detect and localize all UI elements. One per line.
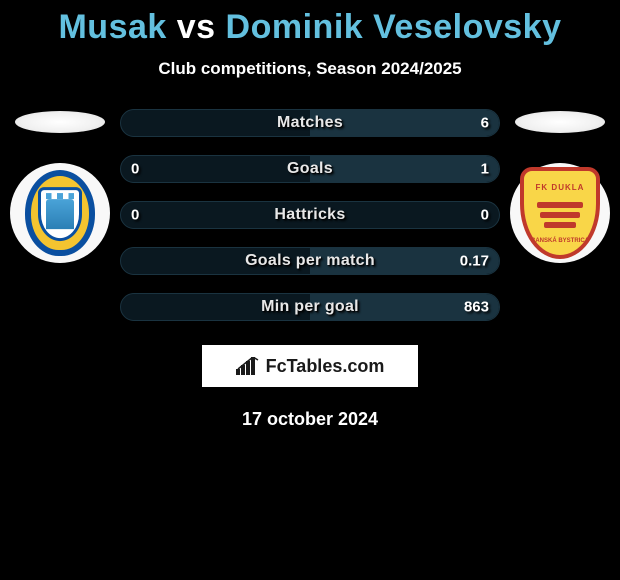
right-column: FK DUKLA BANSKÁ BYSTRICA bbox=[510, 109, 610, 263]
main-row: Matches 6 Goals 0 1 Hattricks 0 0 Goals per matc… bbox=[0, 109, 620, 321]
brand-box: FcTables.com bbox=[202, 345, 418, 387]
page-title: Musak vs Dominik Veselovsky bbox=[0, 8, 620, 47]
stat-value-left: 0 bbox=[131, 207, 139, 224]
vs-label: vs bbox=[177, 8, 216, 46]
player2-club-badge: FK DUKLA BANSKÁ BYSTRICA bbox=[510, 163, 610, 263]
left-column bbox=[10, 109, 110, 263]
stat-value-right: 0 bbox=[481, 207, 489, 224]
stat-row: Hattricks 0 0 bbox=[120, 201, 500, 229]
player1-club-badge bbox=[10, 163, 110, 263]
subtitle: Club competitions, Season 2024/2025 bbox=[0, 59, 620, 79]
stat-value-left: 0 bbox=[131, 161, 139, 178]
player1-name: Musak bbox=[58, 8, 166, 46]
date-line: 17 october 2024 bbox=[0, 409, 620, 430]
stat-row: Goals 0 1 bbox=[120, 155, 500, 183]
stat-label: Matches bbox=[277, 114, 343, 132]
comparison-card: Musak vs Dominik Veselovsky Club competi… bbox=[0, 0, 620, 430]
stat-label: Hattricks bbox=[274, 206, 345, 224]
mfk-zemplin-crest-icon bbox=[25, 170, 95, 256]
stat-label: Goals per match bbox=[245, 252, 375, 270]
stats-column: Matches 6 Goals 0 1 Hattricks 0 0 Goals per matc… bbox=[120, 109, 500, 321]
stat-fill-right bbox=[310, 156, 499, 182]
stat-label: Goals bbox=[287, 160, 333, 178]
player2-name: Dominik Veselovsky bbox=[226, 8, 562, 46]
stat-value-right: 1 bbox=[481, 161, 489, 178]
stat-value-right: 863 bbox=[464, 299, 489, 316]
stat-value-right: 0.17 bbox=[460, 253, 489, 270]
player1-marker-ellipse bbox=[15, 111, 105, 133]
stat-row: Matches 6 bbox=[120, 109, 500, 137]
fk-dukla-crest-icon: FK DUKLA BANSKÁ BYSTRICA bbox=[520, 167, 600, 259]
stat-label: Min per goal bbox=[261, 298, 359, 316]
brand-text: FcTables.com bbox=[266, 356, 385, 377]
stat-row: Min per goal 863 bbox=[120, 293, 500, 321]
stat-row: Goals per match 0.17 bbox=[120, 247, 500, 275]
chart-bars-icon bbox=[236, 357, 260, 375]
player2-marker-ellipse bbox=[515, 111, 605, 133]
stat-value-right: 6 bbox=[481, 115, 489, 132]
